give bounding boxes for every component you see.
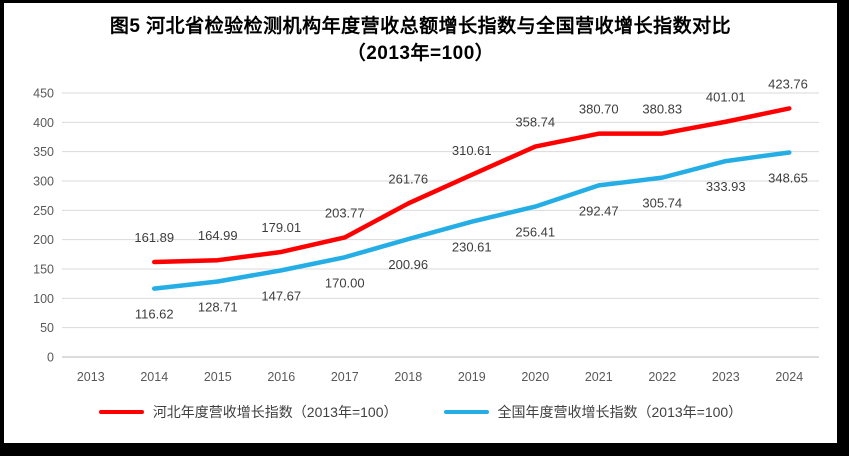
y-axis-tick-label: 350 [33,145,54,159]
chart-canvas: 图5 河北省检验检测机构年度营收总额增长指数与全国营收增长指数对比 （2013年… [4,3,837,443]
legend-item-hebei: 河北年度营收增长指数（2013年=100） [98,402,398,422]
legend-label-hebei: 河北年度营收增长指数（2013年=100） [152,404,398,420]
data-label-hebei-2020: 358.74 [515,115,555,130]
x-axis-tick-label: 2016 [267,370,295,384]
legend-swatch-national [443,409,489,415]
data-label-national-2018: 200.96 [388,257,428,272]
data-label-national-2020: 256.41 [515,225,555,240]
data-label-hebei-2014: 161.89 [134,230,174,245]
data-label-national-2014: 116.62 [135,307,174,322]
y-axis-tick-label: 300 [33,175,54,189]
data-label-national-2024: 348.65 [768,170,808,185]
x-axis-tick-label: 2017 [331,370,359,384]
data-label-national-2017: 170.00 [325,275,365,290]
x-axis-tick-label: 2013 [77,370,105,384]
x-axis-tick-label: 2024 [775,370,803,384]
y-axis-tick-label: 200 [33,233,54,247]
data-label-national-2015: 128.71 [198,299,238,314]
data-label-hebei-2023: 401.01 [706,90,746,105]
x-axis-tick-label: 2018 [394,370,422,384]
data-label-hebei-2021: 380.70 [579,102,619,117]
data-label-hebei-2016: 179.01 [261,220,301,235]
data-label-hebei-2018: 261.76 [388,171,428,186]
data-label-national-2022: 305.74 [642,196,682,211]
data-label-hebei-2019: 310.61 [452,143,492,158]
x-axis-tick-label: 2021 [585,370,613,384]
line-chart-plot: 0 50 100 150 200 250 300 350 400 450 2013 2014 2015 2… [33,76,819,384]
y-axis-tick-label: 0 [47,351,54,365]
data-label-hebei-2022: 380.83 [642,102,682,117]
data-label-national-2023: 333.93 [706,179,746,194]
y-axis-tick-label: 400 [33,116,54,130]
y-axis-tick-label: 50 [40,321,54,335]
y-axis-tick-label: 250 [33,204,54,218]
data-label-national-2016: 147.67 [261,288,301,303]
x-axis-tick-label: 2020 [521,370,549,384]
legend-label-national: 全国年度营收增长指数（2013年=100） [497,404,743,420]
chart-title-block: 图5 河北省检验检测机构年度营收总额增长指数与全国营收增长指数对比 （2013年… [4,13,837,67]
chart-legend: 河北年度营收增长指数（2013年=100） 全国年度营收增长指数（2013年=1… [4,402,837,422]
data-label-national-2019: 230.61 [452,240,492,255]
legend-swatch-hebei [98,409,144,415]
x-axis-tick-label: 2014 [140,370,168,384]
legend-item-national: 全国年度营收增长指数（2013年=100） [443,402,743,422]
y-axis-tick-label: 150 [33,263,54,277]
chart-title: 图5 河北省检验检测机构年度营收总额增长指数与全国营收增长指数对比 [109,16,732,37]
x-axis-tick-label: 2015 [204,370,232,384]
x-axis-tick-label: 2023 [712,370,740,384]
x-axis-tick-label: 2022 [648,370,676,384]
data-label-hebei-2017: 203.77 [325,205,365,220]
y-axis-tick-label: 100 [33,292,54,306]
data-label-hebei-2015: 164.99 [198,228,238,243]
y-axis-tick-label: 450 [33,87,54,101]
series-line-national [152,150,792,291]
data-label-hebei-2024: 423.76 [768,76,808,91]
data-label-national-2021: 292.47 [579,203,619,218]
chart-subtitle: （2013年=100） [346,43,495,64]
x-axis-tick-label: 2019 [458,370,486,384]
series-line-hebei [152,106,792,265]
